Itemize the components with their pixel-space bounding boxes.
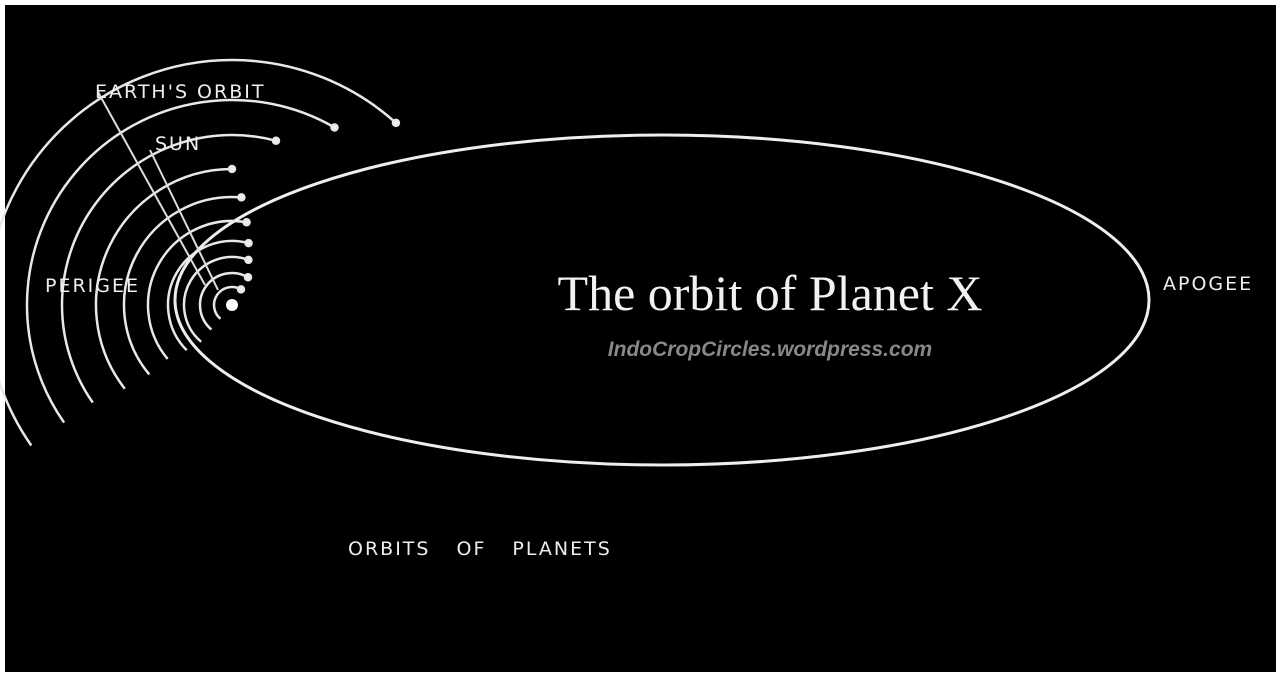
watermark: IndoCropCircles.wordpress.com bbox=[608, 338, 932, 361]
sun-label: SUN bbox=[155, 133, 201, 155]
page: EARTH'S ORBIT SUN PERIGEE APOGEE ORBITS … bbox=[0, 0, 1281, 677]
arrow-head bbox=[393, 120, 399, 126]
diagram: EARTH'S ORBIT SUN PERIGEE APOGEE ORBITS … bbox=[0, 0, 1281, 677]
arrow-head bbox=[245, 257, 251, 263]
apogee-label: APOGEE bbox=[1163, 273, 1253, 295]
earths-orbit-label: EARTH'S ORBIT bbox=[95, 81, 265, 103]
arrow-head bbox=[238, 286, 244, 292]
orbits-label: ORBITS OF PLANETS bbox=[348, 538, 612, 560]
arrow-head bbox=[238, 194, 244, 200]
arrow-head bbox=[244, 219, 250, 225]
title: The orbit of Planet X bbox=[558, 265, 983, 321]
arrow-head bbox=[273, 138, 279, 144]
perigee-label: PERIGEE bbox=[45, 275, 140, 297]
sun bbox=[226, 299, 238, 311]
arrow-head bbox=[229, 166, 235, 172]
arrow-head bbox=[332, 124, 338, 130]
arrow-head bbox=[245, 274, 251, 280]
arrow-head bbox=[246, 240, 252, 246]
